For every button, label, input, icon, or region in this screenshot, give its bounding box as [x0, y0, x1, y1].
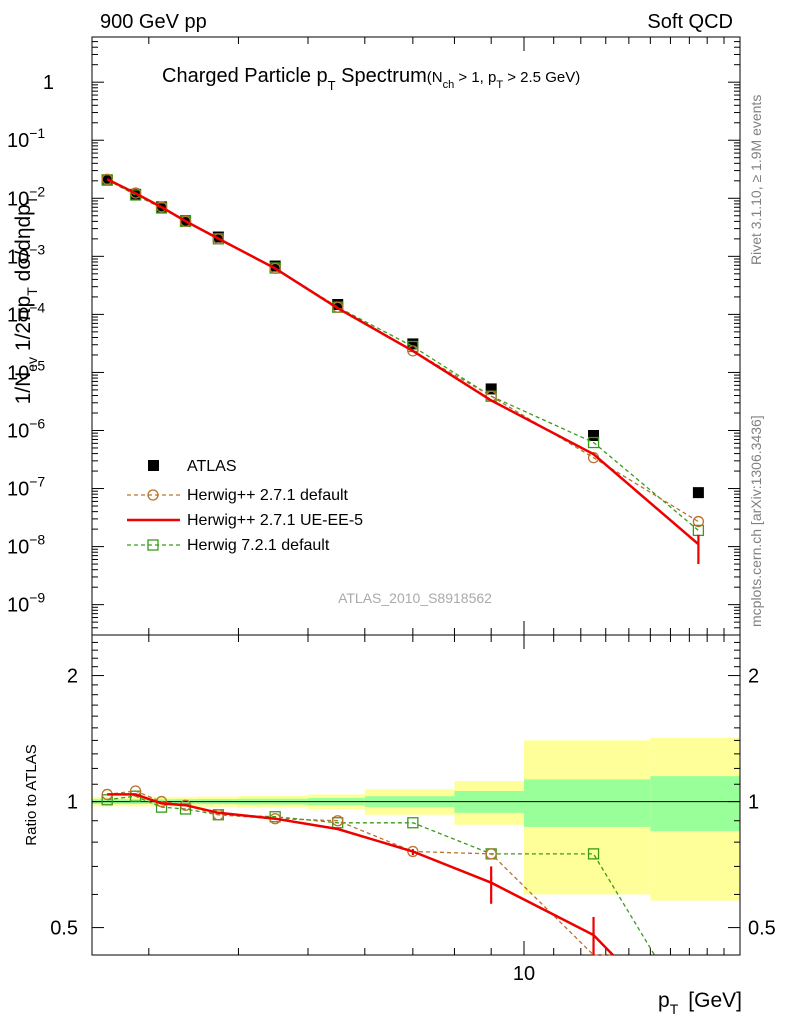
atlas-data-point — [692, 487, 704, 499]
herwigpp-default-marker — [332, 301, 344, 313]
main-y-tick-label: 1 — [43, 72, 54, 94]
herwigpp-default-ratio-marker — [212, 809, 225, 821]
ratio-y-tick-label-right: 1 — [748, 792, 759, 814]
ratio-y-axis-label: Ratio to ATLAS — [23, 744, 40, 845]
band-inner-bin — [524, 779, 651, 827]
herwigpp-default-marker — [155, 201, 168, 213]
main-y-tick-label: 10−9 — [7, 590, 45, 617]
legend-atlas-marker — [148, 460, 159, 471]
legend-herwig7-default-label: Herwig 7.2.1 default — [187, 537, 330, 554]
legend: ATLAS Herwig++ 2.7.1 default Herwig++ 2.… — [127, 458, 363, 554]
ratio-y-tick-label-right: 2 — [748, 666, 759, 688]
main-series — [101, 173, 705, 565]
herwigpp-ueee5-line — [106, 178, 700, 546]
herwigpp-default-ratio-marker — [129, 785, 142, 797]
band-inner-bin — [650, 776, 740, 832]
legend-herwigpp-ueee5-label: Herwig++ 2.7.1 UE-EE-5 — [187, 512, 363, 529]
rivet-label: Rivet 3.1.10, ≥ 1.9M events — [748, 95, 764, 265]
header-left: 900 GeV pp — [100, 11, 207, 33]
herwig7-default-ratio-line — [107, 795, 656, 956]
mcplots-label: mcplots.cern.ch [arXiv:1306.3436] — [748, 415, 764, 627]
herwigpp-default-marker — [212, 233, 225, 245]
herwigpp-default-marker — [129, 187, 142, 199]
herwig7-default-marker — [587, 436, 600, 449]
legend-herwigpp-default-label: Herwig++ 2.7.1 default — [187, 487, 349, 504]
ratio-uncertainty-bands — [92, 737, 740, 901]
herwigpp-default-ratio-marker — [332, 815, 344, 827]
herwig7-default-ratio-marker — [587, 848, 600, 860]
watermark: ATLAS_2010_S8918562 — [338, 590, 492, 606]
herwigpp-default-ratio-line — [107, 790, 611, 956]
main-y-tick-label: 10−6 — [7, 415, 45, 442]
herwigpp-ueee5-ratio-line — [107, 793, 614, 956]
x-axis-label: pT [GeV] — [658, 989, 742, 1017]
chart-title: Charged Particle pT Spectrum(Nch > 1, pT… — [162, 65, 580, 93]
main-y-axis-label: 1/Nev 1/2πpT dσ/dηdpT — [12, 195, 40, 404]
main-y-tick-label: 10−8 — [7, 532, 45, 559]
main-y-tick-label: 10−5 — [7, 357, 45, 384]
herwigpp-default-marker — [101, 173, 113, 185]
herwig7-default-line — [106, 179, 699, 531]
legend-herwigpp-default-marker — [147, 489, 159, 501]
atlas-data-point — [332, 298, 344, 310]
main-y-tick-label: 10−4 — [7, 299, 45, 326]
atlas-data-point — [407, 338, 419, 350]
ratio-y-tick-label-right: 0.5 — [748, 918, 776, 940]
herwigpp-default-marker — [179, 215, 192, 228]
atlas-data-point — [485, 383, 497, 395]
ratio-y-tick-label-left: 2 — [67, 666, 78, 688]
atlas-data-point — [269, 260, 281, 272]
header-right: Soft QCD — [647, 11, 733, 33]
herwigpp-default-marker — [407, 345, 419, 357]
main-y-tick-label: 10−1 — [7, 125, 45, 152]
herwigpp-default-marker — [269, 262, 281, 275]
x-tick-label: 10 — [513, 963, 535, 985]
main-y-tick-labels: 1 10−1 10−2 10−3 10−4 10−5 10−6 10−7 10−8 10−9 — [7, 72, 54, 616]
atlas-data-point — [212, 231, 224, 243]
ratio-panel-frame — [91, 634, 741, 956]
herwigpp-default-marker — [692, 515, 705, 528]
axis-ticks — [92, 36, 741, 955]
legend-atlas-label: ATLAS — [187, 458, 237, 475]
main-y-tick-label: 10−3 — [7, 241, 45, 268]
atlas-data-point — [588, 429, 600, 441]
herwigpp-default-ratio-marker — [485, 848, 497, 860]
x-tick-labels: 10 — [513, 963, 535, 985]
ratio-series — [101, 785, 656, 956]
legend-herwig7-default-marker — [147, 539, 159, 551]
herwig7-default-ratio-marker — [407, 817, 419, 829]
ratio-y-tick-label-left: 1 — [67, 792, 78, 814]
main-y-tick-label: 10−2 — [7, 183, 45, 210]
main-y-tick-label: 10−7 — [7, 474, 45, 501]
ratio-y-tick-label-left: 0.5 — [50, 918, 78, 940]
herwigpp-default-ratio-marker — [407, 845, 419, 858]
ratio-y-tick-labels: 2 2 1 1 0.5 0.5 — [50, 666, 776, 940]
